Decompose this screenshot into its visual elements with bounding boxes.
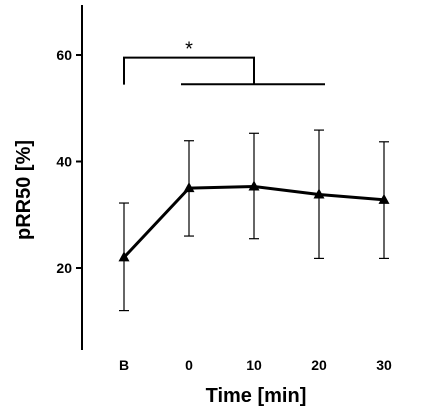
data-point-marker <box>118 251 130 262</box>
data-point-marker <box>378 193 390 204</box>
y-ticks: 20 40 60 <box>56 47 82 276</box>
x-axis: B 0 10 20 30 <box>119 357 392 373</box>
y-axis: 20 40 60 <box>56 5 83 350</box>
annotations: * <box>123 39 325 86</box>
significance-bracket <box>123 56 255 85</box>
x-tick-label: B <box>119 357 129 373</box>
data-point-marker <box>313 188 325 199</box>
x-axis-title: Time [min] <box>206 385 307 407</box>
data-point-marker <box>183 182 195 193</box>
x-tick-label: 0 <box>185 357 193 373</box>
y-tick-label: 40 <box>56 154 72 170</box>
y-tick-label: 60 <box>56 47 72 63</box>
y-axis-title: pRR50 [%] <box>13 140 35 240</box>
significance-star: * <box>185 39 193 61</box>
x-tick-label: 30 <box>376 357 392 373</box>
x-ticks: B 0 10 20 30 <box>119 357 392 373</box>
x-tick-label: 20 <box>311 357 327 373</box>
y-tick-label: 20 <box>56 260 72 276</box>
x-tick-label: 10 <box>246 357 262 373</box>
series <box>118 180 390 262</box>
data-point-marker <box>248 180 260 191</box>
